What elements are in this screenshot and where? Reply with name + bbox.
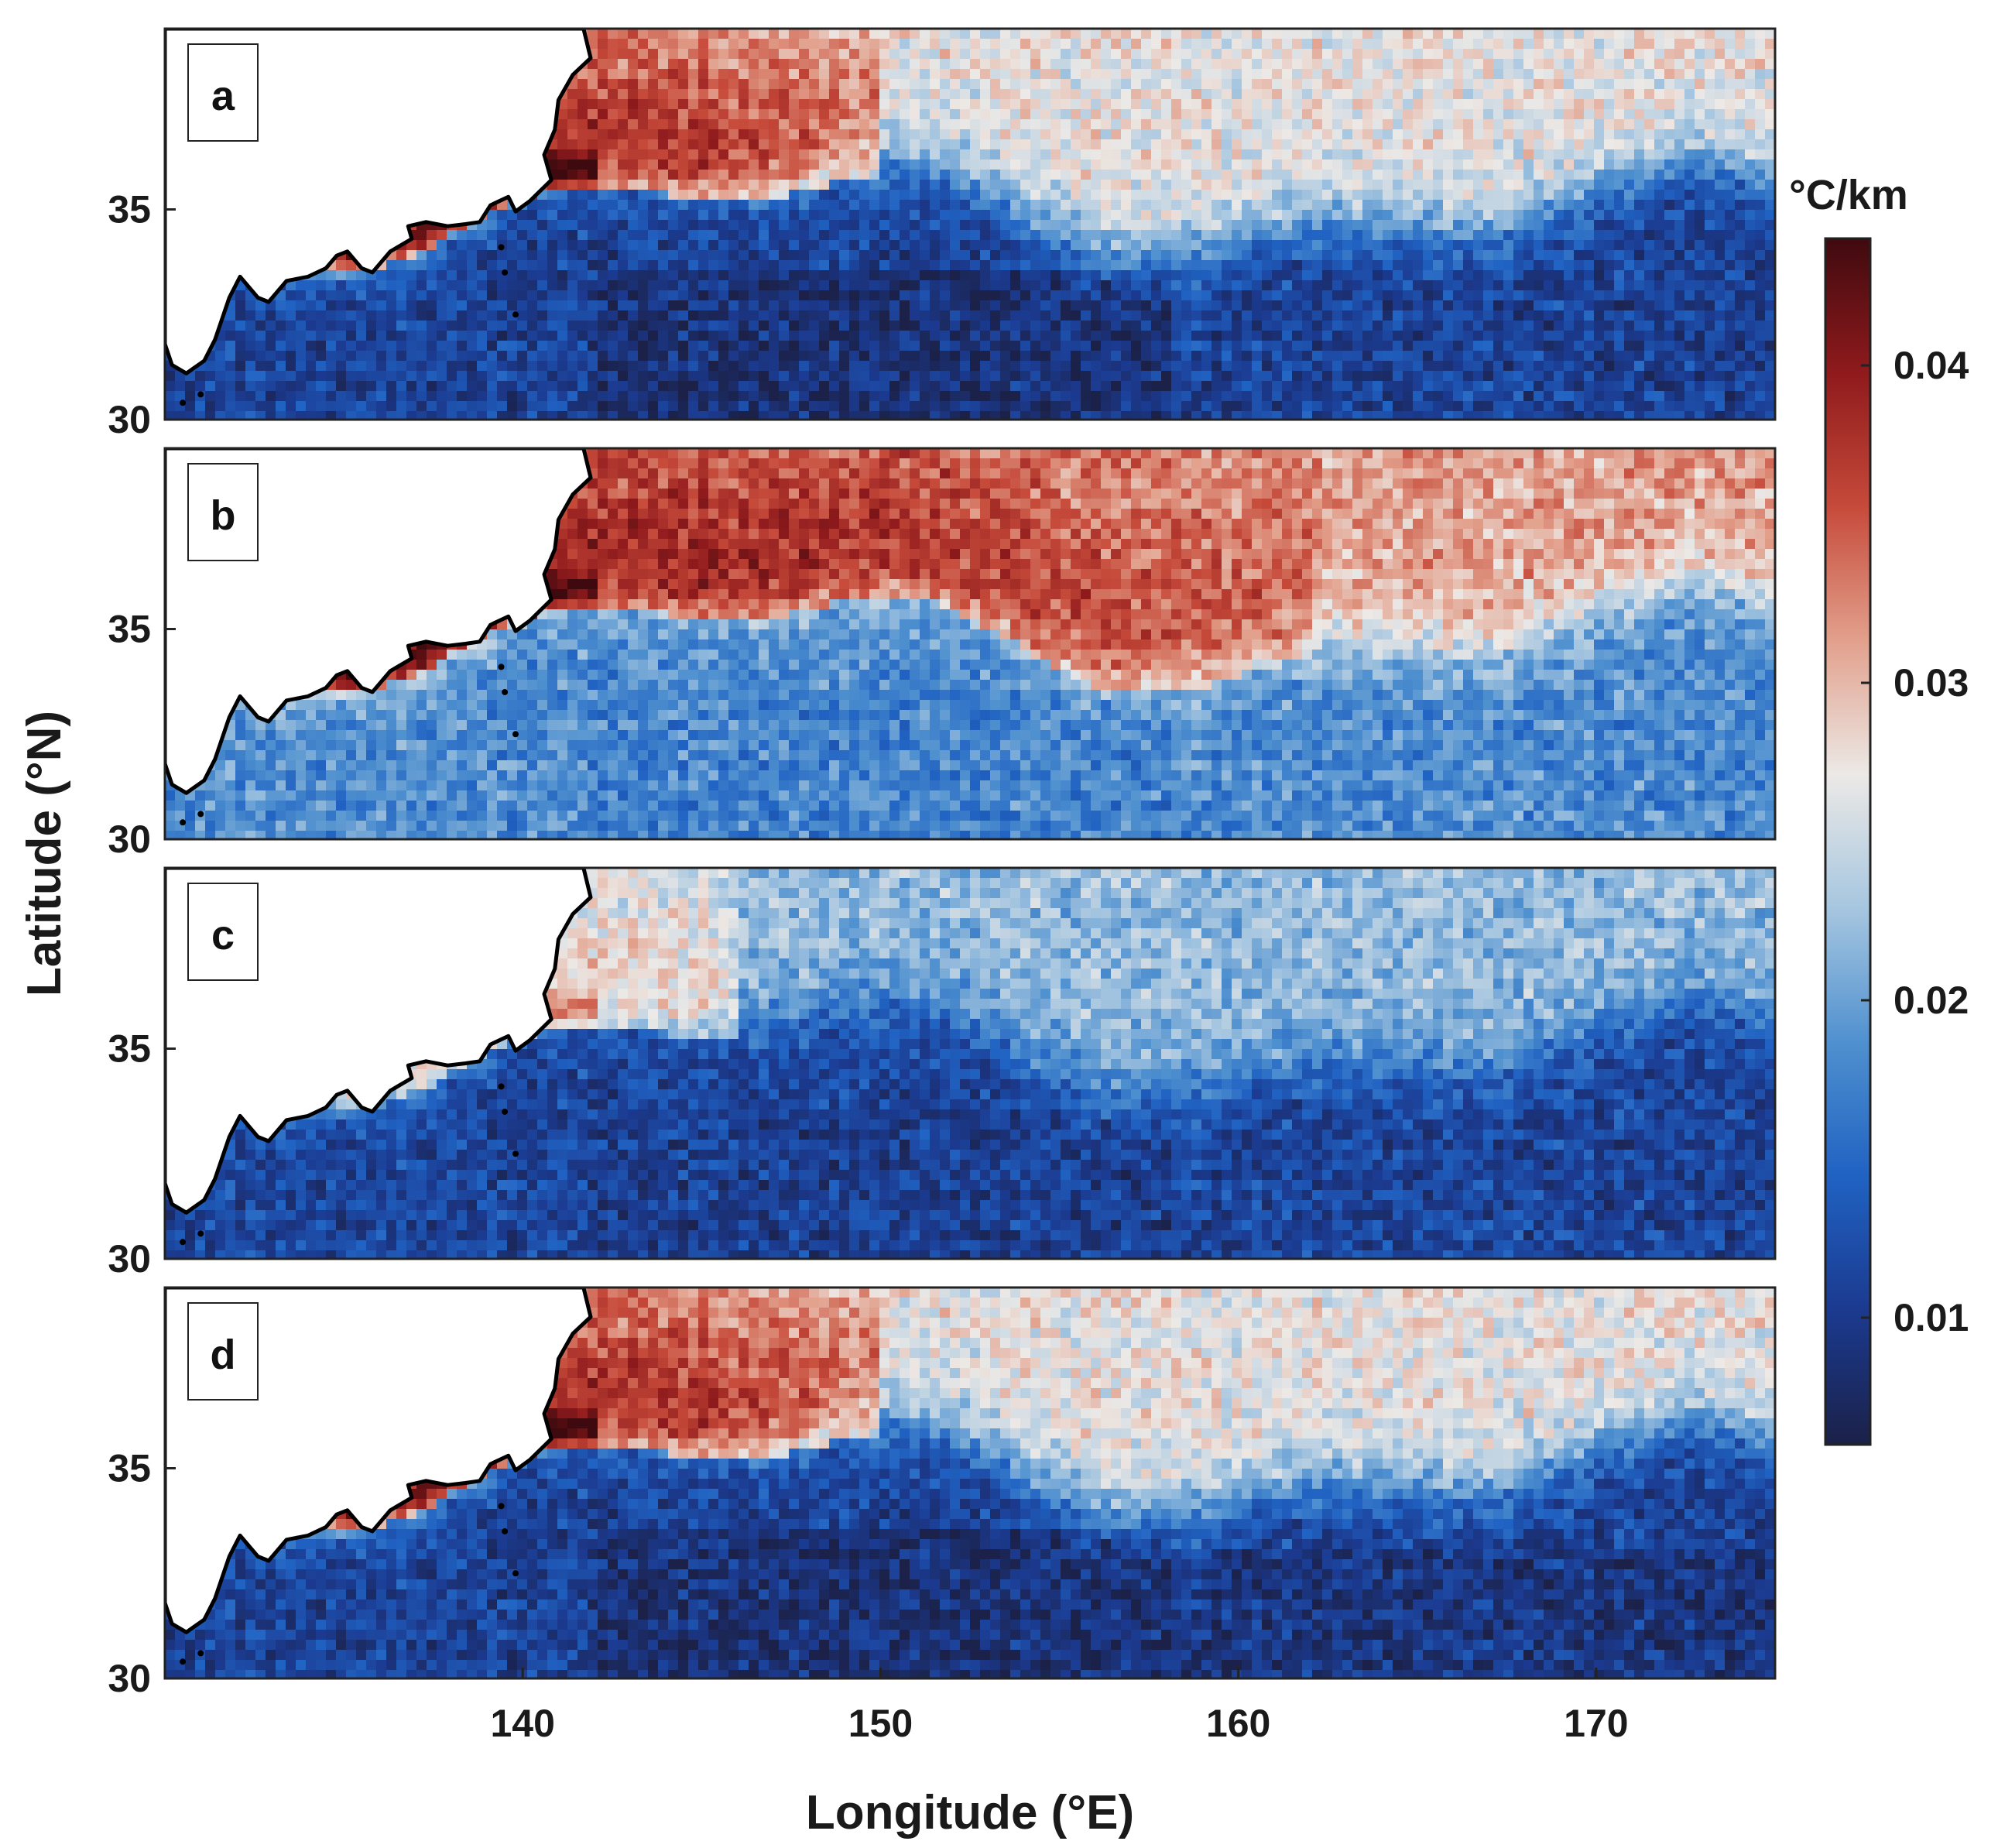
y-tick-label: 30 — [108, 1237, 151, 1281]
panels-layer: a 30 35 b 30 35 c 30 35 d 30 35 — [108, 27, 1777, 1700]
colorbar-gradient — [1824, 237, 1872, 1446]
y-tick-label: 35 — [108, 1446, 151, 1490]
island-marker — [197, 811, 204, 818]
panel-label: a — [187, 43, 259, 142]
island-marker — [512, 311, 519, 318]
island-marker — [180, 1239, 187, 1246]
island-marker — [502, 1108, 509, 1115]
map-panel-d: d 30 35 — [108, 1286, 1777, 1700]
panel-label-box — [187, 43, 259, 142]
panel-label: b — [187, 463, 259, 561]
x-tick-label: 140 — [491, 1702, 555, 1745]
y-tick-label: 35 — [108, 187, 151, 231]
panel-letter: a — [211, 73, 235, 119]
panel-letter: c — [211, 912, 235, 958]
y-tick-label: 30 — [108, 398, 151, 441]
island-marker — [197, 1230, 204, 1237]
y-tick-label: 30 — [108, 818, 151, 861]
map-panel-b: b 30 35 — [108, 447, 1777, 861]
island-marker — [512, 1570, 519, 1577]
colorbar-tick-label: 0.04 — [1893, 344, 1969, 387]
panel-label: c — [187, 883, 259, 981]
island-marker — [197, 1650, 204, 1657]
island-marker — [498, 1503, 505, 1510]
colorbar-tick-label: 0.01 — [1893, 1296, 1969, 1339]
island-marker — [180, 1658, 187, 1665]
island-marker — [498, 663, 505, 670]
island-marker — [502, 1527, 509, 1534]
map-panel-a: a 30 35 — [108, 27, 1777, 441]
panel-letter: d — [211, 1332, 236, 1378]
y-tick-label: 35 — [108, 1027, 151, 1070]
colorbar-tick-label: 0.03 — [1893, 661, 1969, 705]
panel-frame — [163, 1286, 1777, 1680]
island-marker — [512, 731, 519, 738]
panel-frame — [163, 866, 1777, 1260]
panel-label-box — [187, 883, 259, 981]
x-tick-label: 150 — [848, 1702, 913, 1745]
panel-frame — [163, 27, 1777, 421]
panel-frame — [163, 447, 1777, 841]
island-marker — [502, 688, 509, 695]
y-tick-label: 35 — [108, 607, 151, 650]
island-marker — [180, 399, 187, 406]
island-marker — [197, 391, 204, 398]
gradient-field — [165, 29, 1775, 420]
japan-landmass — [165, 868, 593, 1215]
map-panel-c: c 30 35 — [108, 866, 1777, 1281]
axes-layer: 140 150 160 170 Longitude (°E) Latitude (°N) — [18, 711, 1629, 1839]
japan-landmass — [165, 448, 593, 795]
gradient-field — [165, 448, 1775, 839]
island-marker — [498, 1083, 505, 1090]
x-tick-label: 160 — [1206, 1702, 1270, 1745]
y-axis-title: Latitude (°N) — [18, 711, 71, 996]
gradient-field — [165, 1287, 1775, 1678]
island-marker — [180, 819, 187, 826]
island-marker — [502, 269, 509, 276]
y-tick-label: 30 — [108, 1657, 151, 1700]
panel-label-box — [187, 1302, 259, 1401]
island-marker — [498, 244, 505, 251]
gradient-field — [165, 868, 1775, 1259]
colorbar: °C/km 0.01 0.02 0.03 0.04 — [1789, 172, 1969, 1446]
colorbar-tick-label: 0.02 — [1893, 979, 1969, 1022]
x-tick-label: 170 — [1564, 1702, 1628, 1745]
japan-landmass — [165, 1287, 593, 1634]
panel-label: d — [187, 1302, 259, 1401]
japan-landmass — [165, 29, 593, 375]
panel-label-box — [187, 463, 259, 561]
panel-letter: b — [211, 492, 236, 539]
island-marker — [512, 1150, 519, 1157]
colorbar-unit: °C/km — [1789, 172, 1908, 218]
x-axis-title: Longitude (°E) — [806, 1786, 1134, 1839]
